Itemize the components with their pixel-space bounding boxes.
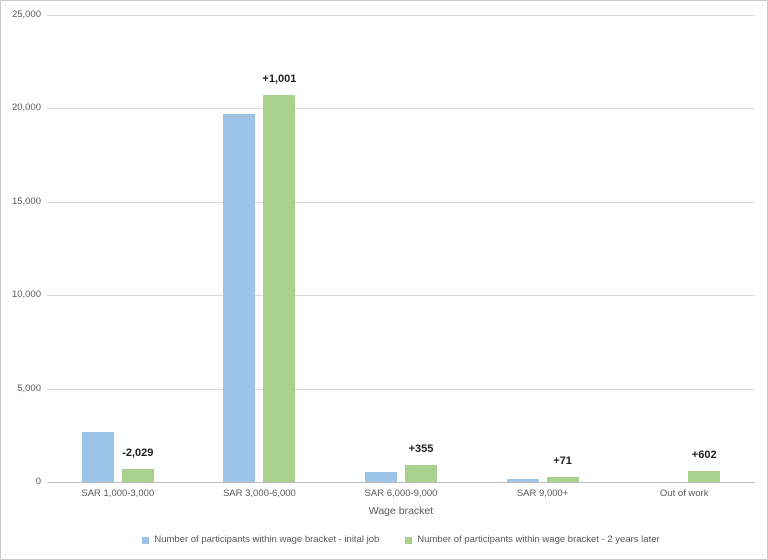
gridline — [47, 388, 755, 390]
legend-swatch-icon — [405, 536, 413, 544]
bar-initial-job — [223, 114, 256, 482]
bar-2-years-later — [688, 470, 721, 482]
y-axis-tick-label: 25,000 — [11, 9, 41, 20]
x-axis-category-label: Out of work — [659, 488, 709, 499]
gridline — [47, 295, 755, 297]
bar-initial-job — [506, 478, 539, 482]
x-axis-category-label: SAR 6,000-9,000 — [364, 488, 438, 499]
bar-initial-job — [81, 431, 114, 482]
legend-label: Number of participants within wage brack… — [417, 534, 660, 545]
bar-2-years-later — [405, 464, 437, 482]
bar-annotation: +602 — [691, 448, 717, 461]
legend-item: Number of participants within wage brack… — [142, 534, 379, 546]
bar-annotation: +355 — [408, 442, 434, 455]
bar-annotation: +71 — [553, 455, 572, 468]
y-axis-tick-label: 10,000 — [11, 289, 41, 301]
bar-initial-job — [365, 471, 397, 482]
x-axis-line — [47, 482, 755, 483]
legend-swatch-icon — [142, 536, 150, 544]
x-axis-category-label: SAR 3,000-6,000 — [222, 488, 296, 499]
gridline — [47, 108, 755, 110]
legend: Number of participants within wage brack… — [47, 534, 755, 546]
bar-annotation: +1,001 — [262, 73, 297, 86]
bar-2-years-later — [121, 469, 154, 482]
y-axis-tick-label: 0 — [35, 476, 41, 487]
legend-item: Number of participants within wage brack… — [405, 534, 660, 546]
gridline — [47, 201, 755, 203]
y-axis-tick-label: 15,000 — [11, 195, 41, 207]
gridline — [47, 15, 755, 16]
x-axis-category-label: SAR 9,000+ — [516, 488, 569, 499]
bar-annotation: -2,029 — [122, 447, 154, 460]
bar-2-years-later — [263, 95, 296, 482]
bar-2-years-later — [546, 477, 579, 482]
x-axis-title: Wage bracket — [368, 505, 434, 517]
legend-label: Number of participants within wage brack… — [154, 534, 380, 545]
x-axis-category-label: SAR 1,000-3,000 — [81, 488, 155, 499]
y-axis-tick-label: 20,000 — [11, 102, 41, 114]
y-axis-tick-label: 5,000 — [17, 382, 41, 394]
